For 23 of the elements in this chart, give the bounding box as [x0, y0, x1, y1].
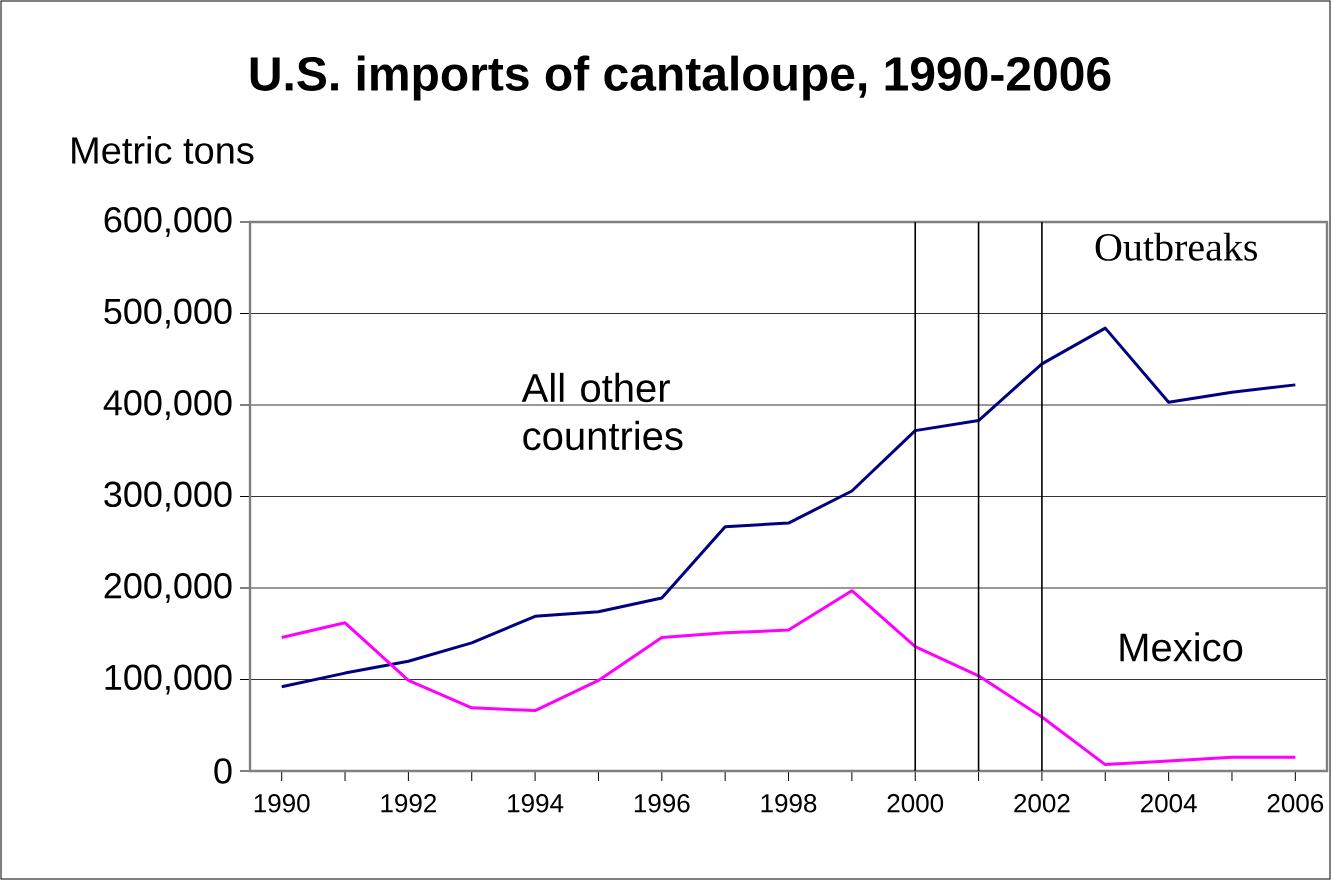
x-tick-label: 1996: [634, 794, 690, 813]
x-tick-label: 1990: [254, 794, 310, 813]
y-tick-label: 100,000: [105, 664, 232, 695]
x-tick-label: 2006: [1267, 794, 1324, 813]
x-tick-label: 1992: [381, 794, 436, 813]
x-tick-label: 2002: [1014, 794, 1070, 813]
x-tick-label: 1994: [508, 794, 564, 813]
y-tick-label: 200,000: [104, 573, 232, 603]
y-tick-label: 600,000: [104, 207, 232, 237]
y-axis-title: Metric tons: [72, 136, 254, 164]
text: All other countries: [521, 372, 683, 451]
x-tick-label: 2004: [1141, 794, 1197, 813]
y-tick-label: 0: [214, 758, 232, 784]
text: Mexico: [1120, 632, 1243, 662]
chart-title: U.S. imports of cantaloupe, 1990-2006: [250, 55, 1111, 101]
x-tick-label: 2000: [887, 794, 944, 813]
line-series: [280, 326, 1297, 689]
y-tick-label: 400,000: [103, 390, 232, 420]
y-tick-label: 300,000: [104, 481, 232, 512]
line-series: [280, 589, 1297, 767]
y-tick-label: 500,000: [104, 298, 232, 329]
annotation: Outbreaks: [1095, 232, 1257, 261]
x-tick-label: 1998: [761, 794, 817, 813]
